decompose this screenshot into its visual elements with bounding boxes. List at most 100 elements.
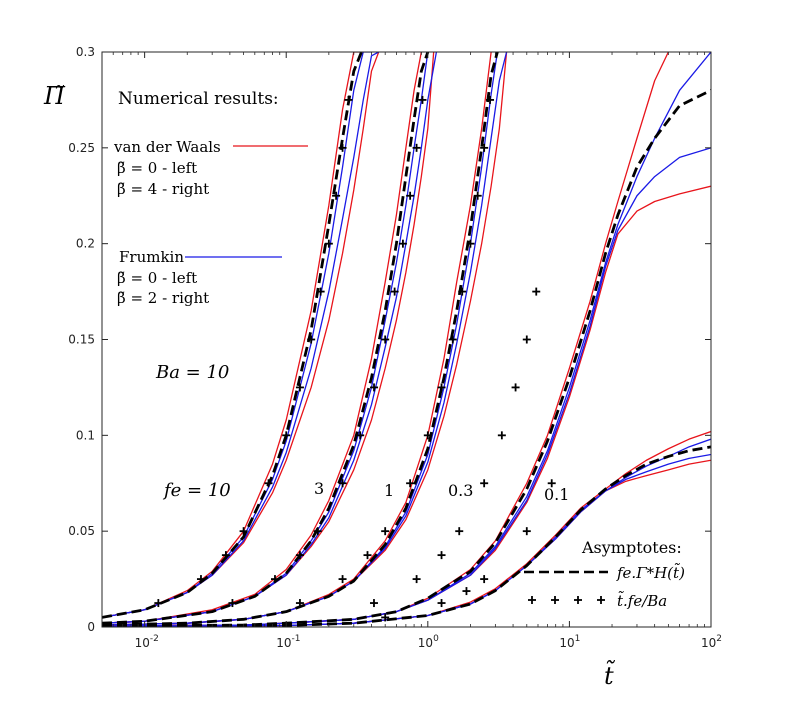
plus-marker-0-6 — [295, 383, 304, 392]
legend-frumkin-name: Frumkin — [119, 248, 184, 266]
plus-marker-4-0 — [381, 613, 390, 622]
y-tick-label-6: 0.3 — [76, 45, 95, 59]
plus-marker-4-5 — [547, 479, 556, 488]
plus-marker-2-10 — [473, 191, 482, 200]
plus-marker-2-3 — [381, 527, 390, 536]
plus-marker-1-9 — [398, 239, 407, 248]
plus-marker-0-5 — [282, 431, 291, 440]
legend-vdw-name: van der Waals — [113, 138, 221, 156]
plus-marker-1-5 — [356, 431, 365, 440]
plus-marker-0-0 — [154, 599, 163, 608]
plus-markers-group — [154, 95, 556, 622]
plus-marker-2-5 — [423, 431, 432, 440]
plus-marker-3-8 — [532, 287, 541, 296]
plus-marker-3-7 — [522, 335, 531, 344]
y-tick-label-0: 0 — [87, 620, 95, 634]
plus-marker-0-10 — [332, 191, 341, 200]
plus-marker-4-1 — [437, 599, 446, 608]
legend-plus-label: t̃.fe/Ba — [617, 591, 667, 610]
x-tick-label-3: 101 — [559, 634, 580, 650]
fe-annotation-10: fe = 10 — [162, 480, 231, 501]
plus-marker-0-8 — [316, 287, 325, 296]
y-tick-label-2: 0.1 — [76, 428, 95, 442]
plus-marker-4-4 — [522, 527, 531, 536]
plus-marker-1-8 — [390, 287, 399, 296]
legend-plus-marker-3 — [597, 596, 605, 604]
plus-marker-2-8 — [458, 287, 467, 296]
series-line-asym-24 — [102, 445, 711, 627]
ba-annotation: Ba = 10 — [155, 362, 229, 383]
plus-marker-0-9 — [324, 239, 333, 248]
fe-annotation-3: 3 — [314, 479, 324, 498]
legend-plus-markers — [528, 596, 605, 604]
plus-marker-3-1 — [412, 575, 421, 584]
x-tick-label-4: 102 — [701, 634, 722, 650]
plus-marker-1-0 — [228, 599, 237, 608]
plus-marker-1-12 — [418, 95, 427, 104]
legend-plus-marker-2 — [574, 596, 582, 604]
plus-marker-3-5 — [497, 431, 506, 440]
x-tick-label-2: 100 — [418, 634, 439, 650]
legend-vdw-left: β̃ = 0 - left — [117, 159, 197, 177]
plus-marker-3-0 — [369, 599, 378, 608]
plus-marker-0-4 — [264, 479, 273, 488]
plus-marker-4-2 — [462, 587, 471, 596]
plus-marker-2-9 — [466, 239, 475, 248]
series-line-asym-19 — [102, 89, 711, 627]
series-line-asym-4 — [102, 52, 363, 619]
plus-marker-0-7 — [307, 335, 316, 344]
plus-marker-0-1 — [196, 575, 205, 584]
curves-group — [102, 52, 711, 627]
plus-marker-1-1 — [270, 575, 279, 584]
plus-marker-2-7 — [448, 335, 457, 344]
y-tick-label-3: 0.15 — [68, 333, 95, 347]
plus-marker-1-11 — [412, 143, 421, 152]
plus-marker-2-4 — [406, 479, 415, 488]
x-axis-label: t̃ — [604, 659, 616, 690]
x-tick-label-0: 10-2 — [135, 634, 159, 650]
legend-asymptotes-title: Asymptotes: — [581, 538, 682, 557]
plus-marker-1-2 — [295, 551, 304, 560]
plus-marker-3-6 — [511, 383, 520, 392]
legend-frumkin-left: β̃ = 0 - left — [117, 269, 197, 287]
legend-vdw-right: β̃ = 4 - right — [117, 180, 209, 198]
y-axis-label: Π̃ — [43, 82, 66, 110]
plus-marker-3-2 — [437, 551, 446, 560]
fe-annotation-1: 1 — [384, 481, 394, 500]
plus-marker-2-2 — [363, 551, 372, 560]
plus-marker-2-11 — [480, 143, 489, 152]
legend-plus-marker-0 — [528, 596, 536, 604]
plus-marker-1-7 — [381, 335, 390, 344]
plus-marker-1-6 — [370, 383, 379, 392]
plus-marker-0-2 — [221, 551, 230, 560]
plus-marker-1-10 — [406, 191, 415, 200]
plus-marker-0-3 — [239, 527, 248, 536]
series-line-frumkin-13 — [102, 52, 508, 626]
legend-plus-marker-1 — [551, 596, 559, 604]
plus-marker-1-4 — [338, 479, 347, 488]
fe-annotation-0-3: 0.3 — [448, 481, 473, 500]
plus-marker-2-1 — [338, 575, 347, 584]
legend-numerical-title: Numerical results: — [118, 89, 279, 109]
plus-marker-2-0 — [295, 599, 304, 608]
series-line-asym-14 — [102, 52, 499, 627]
plus-marker-1-3 — [313, 527, 322, 536]
plus-marker-2-12 — [486, 95, 495, 104]
legend-dashed-label: fe.Γ*H(t̃) — [616, 563, 685, 582]
y-tick-label-4: 0.2 — [76, 237, 95, 251]
plus-marker-4-3 — [480, 575, 489, 584]
plus-marker-3-4 — [480, 479, 489, 488]
series-line-vdw-5 — [102, 52, 422, 624]
plus-marker-3-3 — [455, 527, 464, 536]
y-tick-label-5: 0.25 — [68, 141, 95, 155]
fe-annotation-0-1: 0.1 — [544, 485, 569, 504]
legend-frumkin-right: β̃ = 2 - right — [117, 289, 209, 307]
x-tick-label-1: 10-1 — [276, 634, 300, 650]
series-line-frumkin-8 — [102, 52, 438, 624]
plus-marker-2-6 — [437, 383, 446, 392]
plus-marker-0-11 — [338, 143, 347, 152]
y-tick-label-1: 0.05 — [68, 524, 95, 538]
series-line-asym-9 — [102, 52, 430, 625]
plus-marker-0-12 — [344, 95, 353, 104]
